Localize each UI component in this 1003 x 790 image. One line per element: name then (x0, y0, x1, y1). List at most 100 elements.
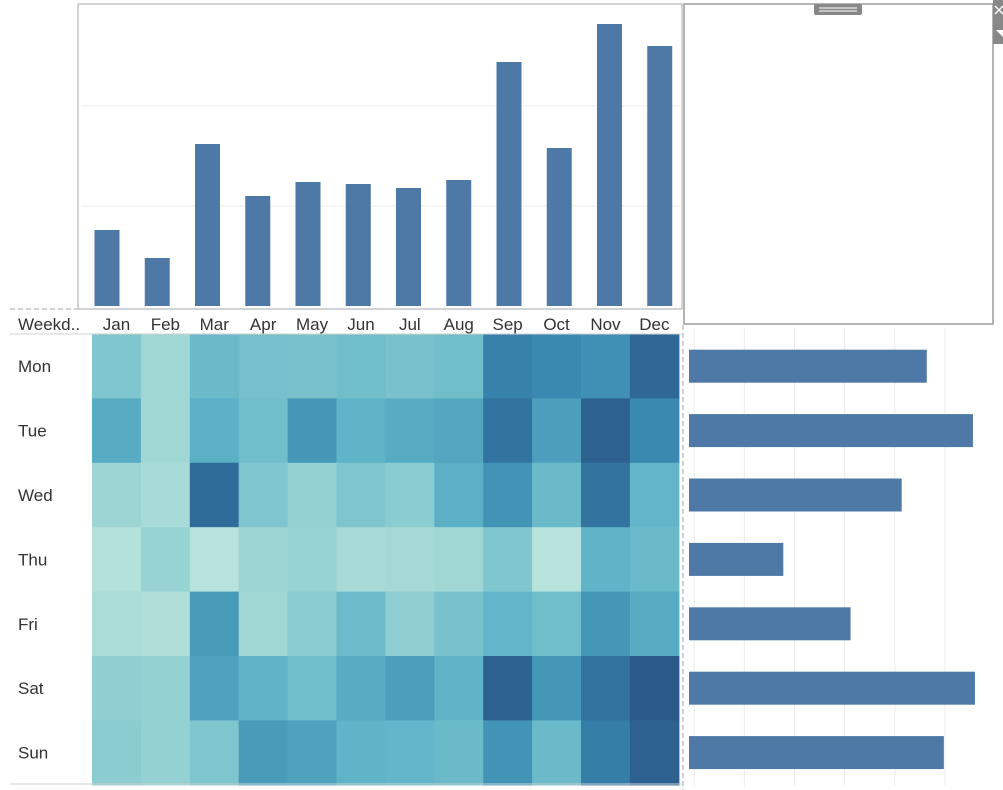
heatmap-cell-wed-jan[interactable] (92, 462, 142, 528)
heatmap-cell-sun-jun[interactable] (336, 720, 387, 786)
heatmap-cell-wed-sep[interactable] (483, 462, 533, 528)
heatmap-cell-fri-mar[interactable] (189, 591, 240, 657)
empty-selected-pane[interactable] (683, 0, 1003, 325)
heatmap-cell-thu-sep[interactable] (483, 527, 533, 593)
heatmap-cell-sat-jun[interactable] (336, 656, 387, 721)
heatmap-cell-wed-feb[interactable] (140, 462, 191, 528)
heatmap-cell-mon-nov[interactable] (581, 334, 631, 399)
heatmap-cell-wed-jun[interactable] (336, 462, 387, 528)
bar-sun[interactable] (689, 736, 944, 770)
heatmap-cell-thu-jul[interactable] (385, 527, 435, 593)
heatmap-cell-sat-feb[interactable] (140, 656, 191, 721)
heatmap-cell-thu-mar[interactable] (189, 527, 240, 593)
heatmap-cell-sat-mar[interactable] (189, 656, 240, 721)
heatmap-cell-wed-apr[interactable] (238, 462, 289, 528)
dropdown-arrow-icon[interactable] (993, 22, 1003, 44)
heatmap-cell-sat-nov[interactable] (581, 656, 631, 721)
heatmap-cell-mon-jun[interactable] (336, 334, 387, 399)
heatmap-cell-fri-jul[interactable] (385, 591, 435, 657)
bar-jul[interactable] (396, 188, 421, 306)
heatmap-cell-sun-apr[interactable] (238, 720, 289, 786)
bar-sep[interactable] (496, 62, 522, 306)
bar-nov[interactable] (597, 24, 622, 306)
bar-jun[interactable] (345, 184, 371, 306)
heatmap-cell-mon-jan[interactable] (92, 334, 142, 399)
heatmap-cell-fri-jan[interactable] (92, 591, 142, 657)
heatmap-cell-wed-aug[interactable] (434, 462, 484, 528)
heatmap-cell-sat-jul[interactable] (385, 656, 435, 721)
bar-apr[interactable] (245, 196, 271, 306)
heatmap-cell-sat-may[interactable] (287, 656, 338, 721)
heatmap-cell-thu-may[interactable] (287, 527, 338, 593)
heatmap-cell-fri-sep[interactable] (483, 591, 533, 657)
heatmap-cell-wed-mar[interactable] (189, 462, 240, 528)
heatmap-cell-sun-mar[interactable] (189, 720, 240, 786)
heatmap-cell-sat-oct[interactable] (532, 656, 582, 721)
heatmap-cell-tue-sep[interactable] (483, 398, 533, 464)
heatmap-cell-sat-apr[interactable] (238, 656, 289, 721)
heatmap-cell-sun-oct[interactable] (532, 720, 582, 786)
heatmap-cell-mon-oct[interactable] (532, 334, 582, 399)
heatmap-cell-sat-jan[interactable] (92, 656, 142, 721)
heatmap-cell-thu-apr[interactable] (238, 527, 289, 593)
bar-fri[interactable] (689, 607, 851, 641)
bar-mar[interactable] (195, 144, 220, 306)
heatmap-cell-mon-dec[interactable] (629, 334, 680, 399)
heatmap-cell-tue-feb[interactable] (140, 398, 191, 464)
heatmap-cell-wed-may[interactable] (287, 462, 338, 528)
heatmap-cell-wed-jul[interactable] (385, 462, 435, 528)
heatmap-cell-tue-aug[interactable] (434, 398, 484, 464)
heatmap-cell-tue-oct[interactable] (532, 398, 582, 464)
heatmap-cell-tue-mar[interactable] (189, 398, 240, 464)
heatmap-cell-mon-jul[interactable] (385, 334, 435, 399)
heatmap-cell-sun-may[interactable] (287, 720, 338, 786)
weekday-month-heatmap[interactable]: Weekd.. Jan Feb Mar Apr May Jun Jul Aug Sep Oct No… (10, 315, 682, 786)
heatmap-cell-thu-jan[interactable] (92, 527, 142, 593)
bar-wed[interactable] (689, 478, 902, 512)
heatmap-cell-sun-dec[interactable] (629, 720, 680, 786)
heatmap-cell-sun-feb[interactable] (140, 720, 191, 786)
heatmap-cell-tue-jun[interactable] (336, 398, 387, 464)
heatmap-cell-fri-may[interactable] (287, 591, 338, 657)
heatmap-cell-sun-jul[interactable] (385, 720, 435, 786)
heatmap-cell-tue-apr[interactable] (238, 398, 289, 464)
heatmap-cell-sun-aug[interactable] (434, 720, 484, 786)
heatmap-cell-mon-aug[interactable] (434, 334, 484, 399)
heatmap-cell-mon-mar[interactable] (189, 334, 240, 399)
bar-oct[interactable] (546, 148, 572, 306)
heatmap-cell-tue-dec[interactable] (629, 398, 680, 464)
heatmap-cell-tue-nov[interactable] (581, 398, 631, 464)
heatmap-cell-thu-jun[interactable] (336, 527, 387, 593)
heatmap-cell-tue-jan[interactable] (92, 398, 142, 464)
bar-thu[interactable] (689, 542, 784, 576)
heatmap-cell-wed-nov[interactable] (581, 462, 631, 528)
weekday-bar-chart[interactable] (689, 328, 975, 786)
bar-tue[interactable] (689, 414, 973, 448)
heatmap-cell-fri-dec[interactable] (629, 591, 680, 657)
heatmap-cell-wed-dec[interactable] (629, 462, 680, 528)
heatmap-cell-mon-apr[interactable] (238, 334, 289, 399)
bar-jan[interactable] (94, 230, 120, 306)
bar-sat[interactable] (689, 671, 975, 705)
heatmap-cell-fri-nov[interactable] (581, 591, 631, 657)
heatmap-cell-sun-nov[interactable] (581, 720, 631, 786)
heatmap-cell-wed-oct[interactable] (532, 462, 582, 528)
bar-dec[interactable] (647, 46, 673, 306)
heatmap-cell-thu-feb[interactable] (140, 527, 191, 593)
heatmap-cell-fri-apr[interactable] (238, 591, 289, 657)
heatmap-cell-fri-oct[interactable] (532, 591, 582, 657)
heatmap-cell-sun-jan[interactable] (92, 720, 142, 786)
heatmap-cell-fri-jun[interactable] (336, 591, 387, 657)
heatmap-cell-mon-feb[interactable] (140, 334, 191, 399)
bar-feb[interactable] (144, 258, 170, 306)
bar-may[interactable] (295, 182, 321, 306)
bar-mon[interactable] (689, 349, 927, 383)
heatmap-cell-fri-aug[interactable] (434, 591, 484, 657)
drag-grip-icon[interactable] (814, 4, 862, 15)
heatmap-cell-thu-oct[interactable] (532, 527, 582, 593)
heatmap-cell-sun-sep[interactable] (483, 720, 533, 786)
bar-aug[interactable] (446, 180, 472, 306)
heatmap-cell-thu-dec[interactable] (629, 527, 680, 593)
heatmap-cell-fri-feb[interactable] (140, 591, 191, 657)
monthly-bar-chart[interactable] (77, 3, 683, 310)
